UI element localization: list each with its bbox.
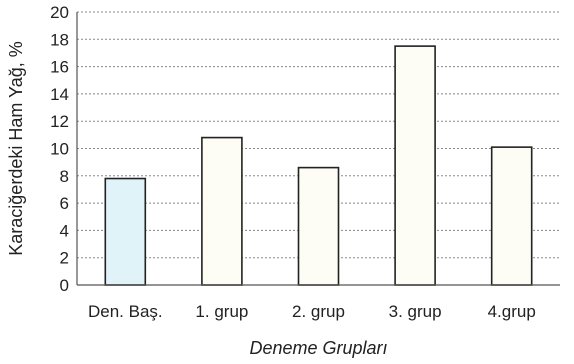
- x-tick-label: 1. grup: [195, 302, 248, 321]
- y-tick-label: 0: [60, 276, 69, 295]
- bar: [104, 177, 147, 286]
- y-tick-label: 12: [50, 112, 69, 131]
- x-tick-label: 2. grup: [292, 302, 345, 321]
- x-tick-labels: Den. Baş. 1. grup 2. grup 3. grup 4.grup: [88, 302, 536, 321]
- y-tick-label: 14: [50, 85, 69, 104]
- y-tick-label: 18: [50, 30, 69, 49]
- y-tick-label: 10: [50, 140, 69, 159]
- y-tick-label: 2: [60, 249, 69, 268]
- y-axis-title: Karaciğerdeki Ham Yağ, %: [6, 41, 26, 255]
- bar: [201, 136, 243, 286]
- x-axis-title: Deneme Grupları: [249, 338, 387, 358]
- bar: [490, 146, 533, 286]
- bars: [104, 45, 533, 286]
- y-tick-labels: 0 2 4 6 8 10 12 14 16 18 20: [50, 3, 69, 295]
- y-tick-label: 20: [50, 3, 69, 22]
- y-tick-label: 8: [60, 167, 69, 186]
- x-tick-label: 3. grup: [389, 302, 442, 321]
- bar: [297, 166, 340, 286]
- x-tick-label: Den. Baş.: [88, 302, 163, 321]
- x-tick-label: 4.grup: [488, 302, 536, 321]
- y-tick-label: 6: [60, 194, 69, 213]
- bar: [394, 45, 436, 286]
- y-tick-label: 4: [60, 221, 69, 240]
- y-tick-label: 16: [50, 58, 69, 77]
